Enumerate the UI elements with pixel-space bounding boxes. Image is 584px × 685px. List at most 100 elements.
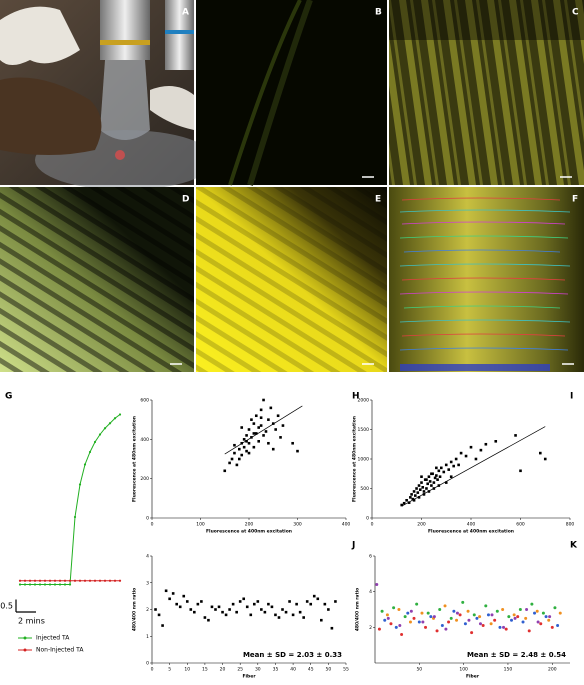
data-point xyxy=(380,609,384,613)
data-point xyxy=(252,445,256,449)
data-point xyxy=(334,600,337,603)
data-point xyxy=(539,451,542,455)
data-point xyxy=(536,620,540,624)
panel-label: D xyxy=(182,195,189,205)
data-point xyxy=(412,616,416,620)
data-point xyxy=(493,618,497,622)
data-point xyxy=(478,615,482,619)
micrograph-panel xyxy=(0,187,194,372)
data-point xyxy=(161,624,164,627)
panel-label: A xyxy=(182,8,189,18)
data-point xyxy=(113,579,117,582)
data-point xyxy=(196,602,200,606)
data-point xyxy=(302,616,305,619)
micrograph-panel xyxy=(389,187,584,372)
data-point xyxy=(490,613,494,617)
data-point xyxy=(428,480,432,483)
data-point xyxy=(457,463,460,467)
data-point xyxy=(238,457,241,461)
fit-line xyxy=(224,405,303,455)
data-point xyxy=(514,434,517,437)
data-point xyxy=(58,583,62,586)
data-point xyxy=(469,445,473,449)
data-point xyxy=(420,481,423,484)
data-point xyxy=(217,605,221,609)
data-point xyxy=(478,622,482,626)
panel-label: H xyxy=(352,392,360,402)
data-point xyxy=(78,483,82,486)
data-point xyxy=(269,406,273,410)
data-point xyxy=(420,611,424,615)
data-point xyxy=(449,460,453,464)
data-point xyxy=(53,583,57,586)
data-point xyxy=(412,499,416,502)
data-point xyxy=(108,579,112,582)
data-point xyxy=(484,604,488,608)
data-point xyxy=(281,608,284,611)
data-point xyxy=(238,600,242,603)
data-point xyxy=(501,608,505,611)
data-point xyxy=(461,600,465,604)
data-point xyxy=(513,616,517,620)
data-point xyxy=(444,463,448,467)
data-point xyxy=(270,605,274,609)
data-point xyxy=(386,616,390,620)
data-point xyxy=(525,608,529,611)
data-point xyxy=(193,610,196,614)
data-point xyxy=(259,408,263,412)
panel-label: I xyxy=(570,392,573,402)
legend-label: Non-Injected TA xyxy=(36,647,84,654)
data-point xyxy=(63,583,67,586)
x-tick-label: 200 xyxy=(417,522,426,528)
legend-label: Injected TA xyxy=(36,635,70,642)
x-tick-label: 400 xyxy=(467,522,476,528)
data-point xyxy=(33,583,37,586)
data-point xyxy=(454,457,458,461)
data-point xyxy=(504,627,508,631)
data-point xyxy=(489,622,493,626)
data-point xyxy=(447,620,451,624)
panel-labels: A B C D E F xyxy=(182,8,579,205)
y-tick-label: 4 xyxy=(369,589,372,595)
x-tick-label: 15 xyxy=(202,667,208,673)
data-point xyxy=(452,464,455,468)
data-point xyxy=(98,579,102,582)
panel-label: J xyxy=(351,541,355,551)
x-tick-label: 45 xyxy=(308,667,314,673)
x-tick-label: 30 xyxy=(255,667,261,673)
data-point xyxy=(435,466,438,470)
data-point xyxy=(438,608,442,611)
data-point xyxy=(463,622,467,626)
data-point xyxy=(252,432,256,435)
data-point xyxy=(185,600,189,603)
x-tick-label: 400 xyxy=(342,522,351,528)
data-point xyxy=(455,618,459,622)
x-tick-label: 50 xyxy=(325,667,331,673)
data-point xyxy=(189,608,193,611)
x-tick-label: 0 xyxy=(151,522,154,528)
data-point xyxy=(398,624,402,628)
data-point xyxy=(254,414,258,418)
data-point xyxy=(430,484,433,487)
data-point xyxy=(93,579,97,582)
data-point xyxy=(231,602,235,606)
data-point xyxy=(524,616,528,620)
data-point xyxy=(214,608,217,611)
data-point xyxy=(93,440,97,444)
data-point xyxy=(207,618,210,622)
y-tick-label: 1 xyxy=(146,634,149,640)
data-point xyxy=(415,487,418,490)
data-point xyxy=(247,441,251,445)
data-point xyxy=(223,469,227,473)
data-point xyxy=(507,615,511,619)
x-tick-label: 5 xyxy=(168,667,171,673)
data-point xyxy=(233,443,236,447)
data-point xyxy=(277,616,281,619)
data-point xyxy=(103,427,107,430)
y-tick-label: 2 xyxy=(369,625,372,631)
y-tick-label: 4 xyxy=(146,554,149,560)
data-point xyxy=(83,579,87,582)
data-point xyxy=(291,441,294,445)
data-point xyxy=(228,608,231,611)
data-point xyxy=(203,616,207,619)
